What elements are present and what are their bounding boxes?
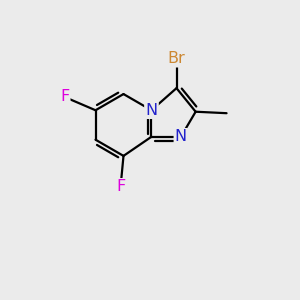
Text: F: F (116, 179, 125, 194)
Text: N: N (175, 129, 187, 144)
Text: N: N (146, 103, 158, 118)
Text: F: F (60, 89, 69, 104)
Text: Br: Br (168, 51, 185, 66)
